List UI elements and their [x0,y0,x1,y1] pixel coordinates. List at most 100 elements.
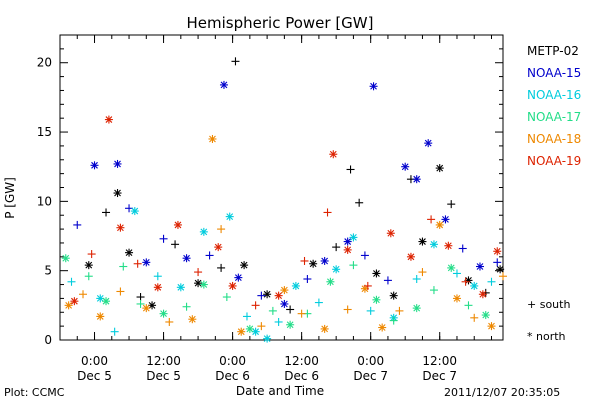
data-point [84,261,93,270]
data-point [418,237,427,246]
data-point [326,277,335,286]
data-point [309,259,318,268]
x-tick-date-label: Dec 7 [422,369,457,383]
x-tick-date-label: Dec 6 [284,369,319,383]
data-point [332,265,341,274]
legend-north-marker: * north [527,330,566,343]
data-point [447,200,456,209]
x-tick-date-label: Dec 7 [353,369,388,383]
data-point [274,317,283,326]
legend-south-marker: + south [527,298,570,311]
data-point [142,304,151,313]
data-point [199,280,208,289]
data-point [280,286,289,295]
data-point [116,287,125,296]
data-point [113,159,122,168]
data-point [493,247,502,256]
data-point [165,317,174,326]
y-tick-label: 5 [44,264,52,278]
data-point [452,269,461,278]
data-point [314,298,323,307]
x-tick-time-label: 12:00 [146,354,181,368]
north-marker-label: north [536,330,566,343]
data-point [119,262,128,271]
data-point [136,299,145,308]
data-point [435,164,444,173]
data-point [133,259,142,268]
data-point [257,322,266,331]
data-point [225,212,234,221]
data-point [96,294,105,303]
x-axis-label: Date and Time [236,384,324,398]
x-tick-date-label: Dec 5 [146,369,181,383]
data-point [208,134,217,143]
data-point [64,301,73,310]
x-tick-time-label: 0:00 [357,354,384,368]
data-point [493,258,502,267]
data-point [205,251,214,260]
data-point [444,241,453,250]
data-point [237,327,246,336]
y-tick-label: 20 [37,56,52,70]
data-point [349,233,358,242]
data-point [332,243,341,252]
data-point [389,316,398,325]
data-point [176,283,185,292]
data-point [159,234,168,243]
y-tick-label: 0 [44,333,52,347]
data-point [499,272,507,281]
data-point [171,240,180,249]
data-point [182,254,191,263]
data-point [104,115,113,124]
data-point [418,268,427,277]
data-point [346,165,355,174]
data-point [217,263,226,272]
data-point [401,162,410,171]
data-point [228,281,237,290]
data-point [329,150,338,159]
data-point [280,299,289,308]
data-point [90,161,99,170]
south-marker-symbol: + [527,298,537,311]
data-point [487,322,496,331]
data-point [286,320,295,329]
data-point [125,248,134,257]
data-point [251,327,260,336]
x-tick-time-label: 12:00 [284,354,319,368]
data-point [429,286,438,295]
plot-timestamp: 2011/12/07 20:35:05 [444,386,561,399]
data-point [320,324,329,333]
data-point [79,290,88,299]
data-point [102,208,111,217]
data-point [323,208,332,217]
data-point [458,244,467,253]
data-point [395,306,404,315]
data-point [263,290,272,299]
legend-entry: NOAA-15 [527,66,582,80]
data-point [452,294,461,303]
x-tick-time-label: 0:00 [81,354,108,368]
data-point [378,323,387,332]
data-point [372,269,381,278]
data-points [61,57,507,343]
data-point [447,263,456,272]
x-tick-time-label: 12:00 [422,354,457,368]
data-point [300,256,309,265]
y-tick-label: 10 [37,194,52,208]
data-point [96,312,105,321]
data-point [343,237,352,246]
data-point [369,82,378,91]
data-point [274,291,283,300]
data-point [349,261,358,270]
data-point [441,215,450,224]
data-point [153,272,162,281]
data-point [363,281,372,290]
data-point [194,268,203,277]
y-axis-label: P [GW] [3,177,17,219]
data-point [70,297,79,306]
data-point [470,281,479,290]
legend-entry: NOAA-18 [527,132,582,146]
data-point [153,283,162,292]
